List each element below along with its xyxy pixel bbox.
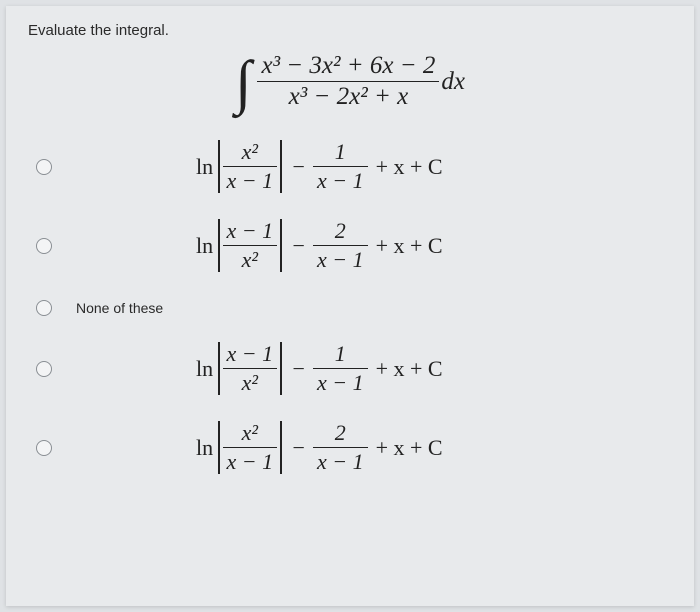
radio-icon[interactable] xyxy=(36,300,52,316)
option-math: ln x² x − 1 − 2 x − 1 + x + C xyxy=(76,419,672,476)
integral-display: ∫ x³ − 3x² + 6x − 2 x³ − 2x² + x dx xyxy=(28,51,672,112)
answer-option[interactable]: ln x² x − 1 − 1 x − 1 + x + C xyxy=(28,138,672,195)
radio-icon[interactable] xyxy=(36,361,52,377)
answer-option[interactable]: ln x − 1 x² − 2 x − 1 + x + C xyxy=(28,217,672,274)
radio-icon[interactable] xyxy=(36,440,52,456)
question-card: Evaluate the integral. ∫ x³ − 3x² + 6x −… xyxy=(6,6,694,606)
dx: dx xyxy=(441,68,465,96)
answer-option[interactable]: None of these xyxy=(28,296,672,320)
integrand-numerator: x³ − 3x² + 6x − 2 xyxy=(257,51,439,81)
option-math: ln x − 1 x² − 1 x − 1 + x + C xyxy=(76,340,672,397)
integrand-fraction: x³ − 3x² + 6x − 2 x³ − 2x² + x xyxy=(257,51,439,112)
integral-sign: ∫ xyxy=(235,52,251,112)
option-math: ln x² x − 1 − 1 x − 1 + x + C xyxy=(76,138,672,195)
answer-option[interactable]: ln x − 1 x² − 1 x − 1 + x + C xyxy=(28,340,672,397)
option-text: None of these xyxy=(76,300,163,316)
radio-icon[interactable] xyxy=(36,238,52,254)
option-math: ln x − 1 x² − 2 x − 1 + x + C xyxy=(76,217,672,274)
ln-label: ln xyxy=(196,154,213,180)
integrand-denominator: x³ − 2x² + x xyxy=(285,82,413,112)
radio-icon[interactable] xyxy=(36,159,52,175)
answer-option[interactable]: ln x² x − 1 − 2 x − 1 + x + C xyxy=(28,419,672,476)
question-prompt: Evaluate the integral. xyxy=(28,22,672,39)
